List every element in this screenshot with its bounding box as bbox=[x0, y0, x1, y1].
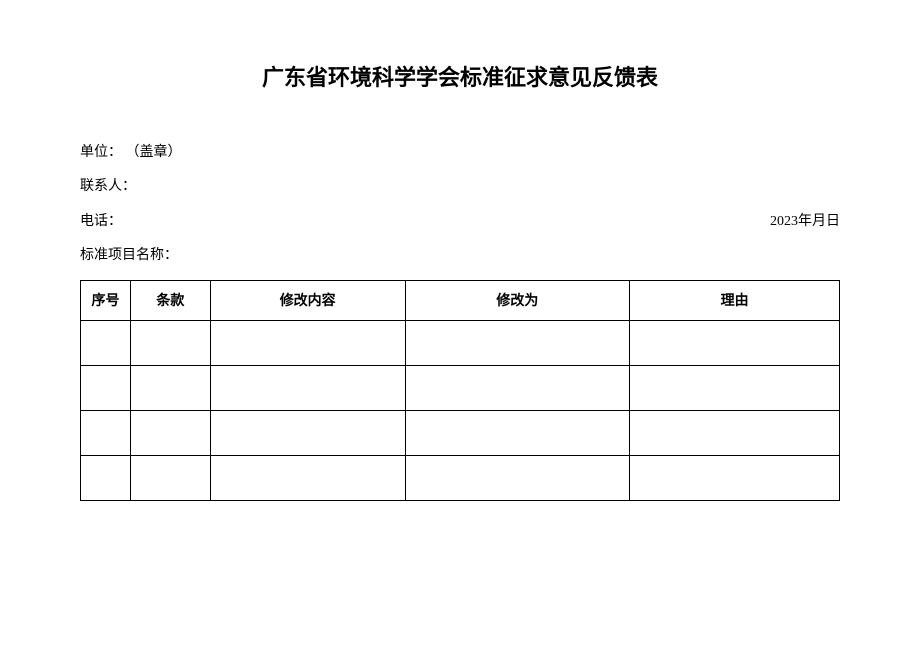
table-header-content: 修改内容 bbox=[210, 280, 405, 320]
table-row bbox=[81, 410, 840, 455]
info-section: 单位： （盖章） 联系人： 电话： 2023年月日 标准项目名称： bbox=[80, 142, 840, 268]
phone-label: 电话： bbox=[80, 211, 122, 233]
phone-row: 电话： 2023年月日 bbox=[80, 211, 840, 233]
table-cell bbox=[630, 320, 840, 365]
table-cell bbox=[210, 320, 405, 365]
table-cell bbox=[210, 365, 405, 410]
table-cell bbox=[405, 320, 630, 365]
table-cell bbox=[130, 320, 210, 365]
table-cell bbox=[630, 410, 840, 455]
table-cell bbox=[81, 365, 131, 410]
table-cell bbox=[130, 410, 210, 455]
table-cell bbox=[81, 455, 131, 500]
table-cell bbox=[405, 410, 630, 455]
table-cell bbox=[405, 455, 630, 500]
table-cell bbox=[81, 320, 131, 365]
table-cell bbox=[405, 365, 630, 410]
table-header-row: 序号 条款 修改内容 修改为 理由 bbox=[81, 280, 840, 320]
contact-row: 联系人： bbox=[80, 176, 840, 198]
table-cell bbox=[630, 365, 840, 410]
table-row bbox=[81, 455, 840, 500]
table-cell bbox=[210, 410, 405, 455]
page-title: 广东省环境科学学会标准征求意见反馈表 bbox=[80, 60, 840, 92]
table-cell bbox=[130, 455, 210, 500]
date-text: 2023年月日 bbox=[770, 211, 840, 233]
unit-label: 单位： bbox=[80, 145, 122, 160]
table-row bbox=[81, 365, 840, 410]
table-cell bbox=[630, 455, 840, 500]
table-header-clause: 条款 bbox=[130, 280, 210, 320]
unit-row: 单位： （盖章） bbox=[80, 142, 840, 164]
table-header-seq: 序号 bbox=[81, 280, 131, 320]
table-row bbox=[81, 320, 840, 365]
feedback-table: 序号 条款 修改内容 修改为 理由 bbox=[80, 280, 840, 501]
unit-value: （盖章） bbox=[126, 145, 182, 160]
table-cell bbox=[130, 365, 210, 410]
project-row: 标准项目名称： bbox=[80, 245, 840, 267]
table-header-reason: 理由 bbox=[630, 280, 840, 320]
project-label: 标准项目名称： bbox=[80, 245, 178, 267]
table-header-change: 修改为 bbox=[405, 280, 630, 320]
table-cell bbox=[81, 410, 131, 455]
table-cell bbox=[210, 455, 405, 500]
contact-label: 联系人： bbox=[80, 176, 136, 198]
